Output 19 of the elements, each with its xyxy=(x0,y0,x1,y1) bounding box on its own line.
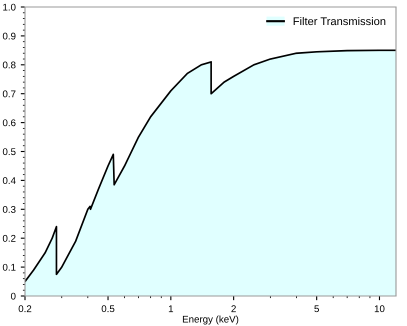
y-tick-label: 1.0 xyxy=(3,4,16,11)
x-tick-label: 5 xyxy=(314,305,319,312)
y-tick-label: 0.9 xyxy=(2,32,16,40)
legend-label: Filter Transmission xyxy=(294,17,386,26)
y-tick-label: 0.1 xyxy=(2,264,16,271)
x-tick-label: 1 xyxy=(168,305,174,312)
x-tick-label: 0.5 xyxy=(102,305,114,312)
y-tick-label: 0.7 xyxy=(2,90,16,98)
x-tick-label: 2 xyxy=(231,305,236,312)
y-tick-label: 0.2 xyxy=(2,234,16,242)
x-tick-label: 10 xyxy=(374,305,385,312)
y-tick-label: 0.8 xyxy=(2,62,16,68)
x-axis-title: Energy (keV) xyxy=(182,315,238,325)
y-tick-label: 0.4 xyxy=(2,177,16,184)
y-tick-label: 0.6 xyxy=(2,119,16,126)
x-tick-label: 0.2 xyxy=(18,305,32,312)
y-tick-label: 0.3 xyxy=(2,206,16,213)
y-tick-label: 0 xyxy=(10,292,16,300)
y-tick-label: 0.5 xyxy=(2,148,16,156)
